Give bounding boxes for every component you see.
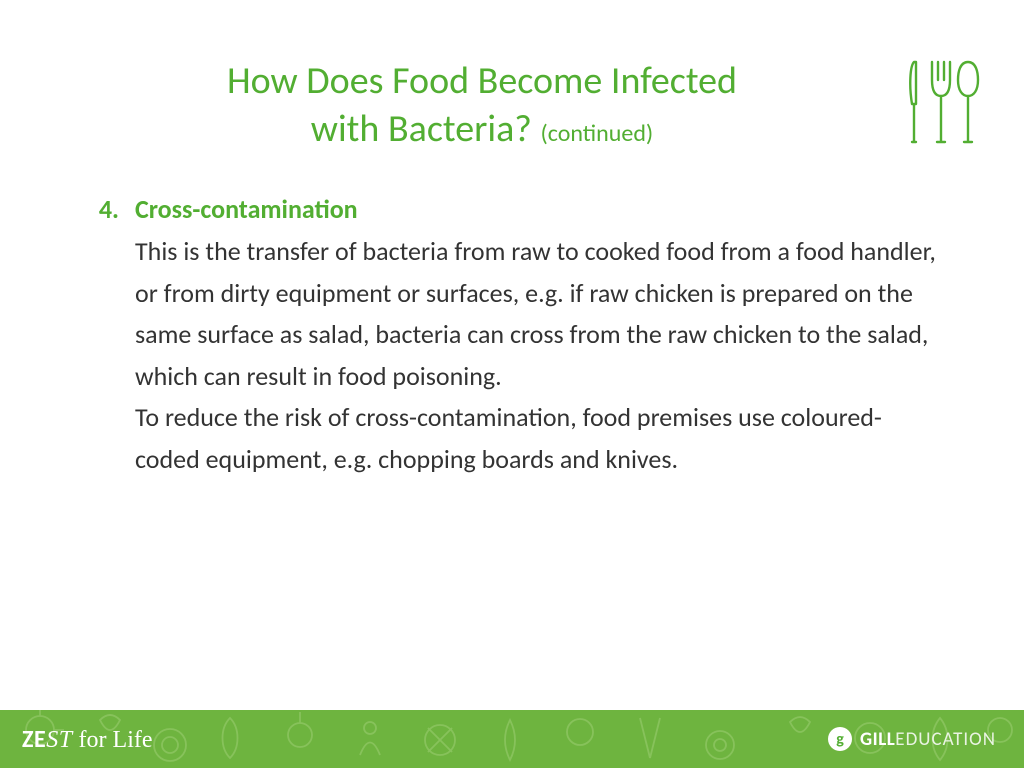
list-body: Cross-contamination This is the transfer… bbox=[135, 193, 939, 481]
footer-bar: ZEST for Life g GILLEDUCATION bbox=[0, 710, 1024, 768]
publisher-badge-icon: g bbox=[828, 727, 852, 751]
title-line-2: with Bacteria? (continued) bbox=[100, 106, 864, 154]
slide: How Does Food Become Infected with Bacte… bbox=[0, 0, 1024, 768]
slide-title: How Does Food Become Infected with Bacte… bbox=[0, 0, 1024, 153]
list-heading: Cross-contamination bbox=[135, 193, 939, 225]
publisher-name: GILLEDUCATION bbox=[860, 728, 996, 751]
list-number: 4. bbox=[85, 193, 135, 225]
title-continued: (continued) bbox=[541, 119, 654, 148]
brand-zest-bold: ZE bbox=[22, 725, 46, 754]
title-line-1: How Does Food Become Infected bbox=[100, 58, 864, 106]
publisher-light: EDUCATION bbox=[895, 728, 996, 751]
list-paragraph-2: To reduce the risk of cross-contaminatio… bbox=[135, 397, 939, 480]
cutlery-icon bbox=[904, 56, 982, 153]
brand-tagline: for Life bbox=[79, 727, 153, 754]
brand-zest-script: ST bbox=[46, 727, 72, 753]
brand-left: ZEST for Life bbox=[22, 725, 153, 754]
brand-zest: ZEST bbox=[22, 725, 73, 754]
list-paragraph-1: This is the transfer of bacteria from ra… bbox=[135, 231, 939, 397]
title-main-text: with Bacteria? bbox=[311, 106, 532, 152]
list-item: 4. Cross-contamination This is the trans… bbox=[85, 193, 939, 481]
brand-right: g GILLEDUCATION bbox=[828, 727, 996, 751]
body-content: 4. Cross-contamination This is the trans… bbox=[0, 153, 1024, 481]
publisher-bold: GILL bbox=[860, 728, 895, 751]
